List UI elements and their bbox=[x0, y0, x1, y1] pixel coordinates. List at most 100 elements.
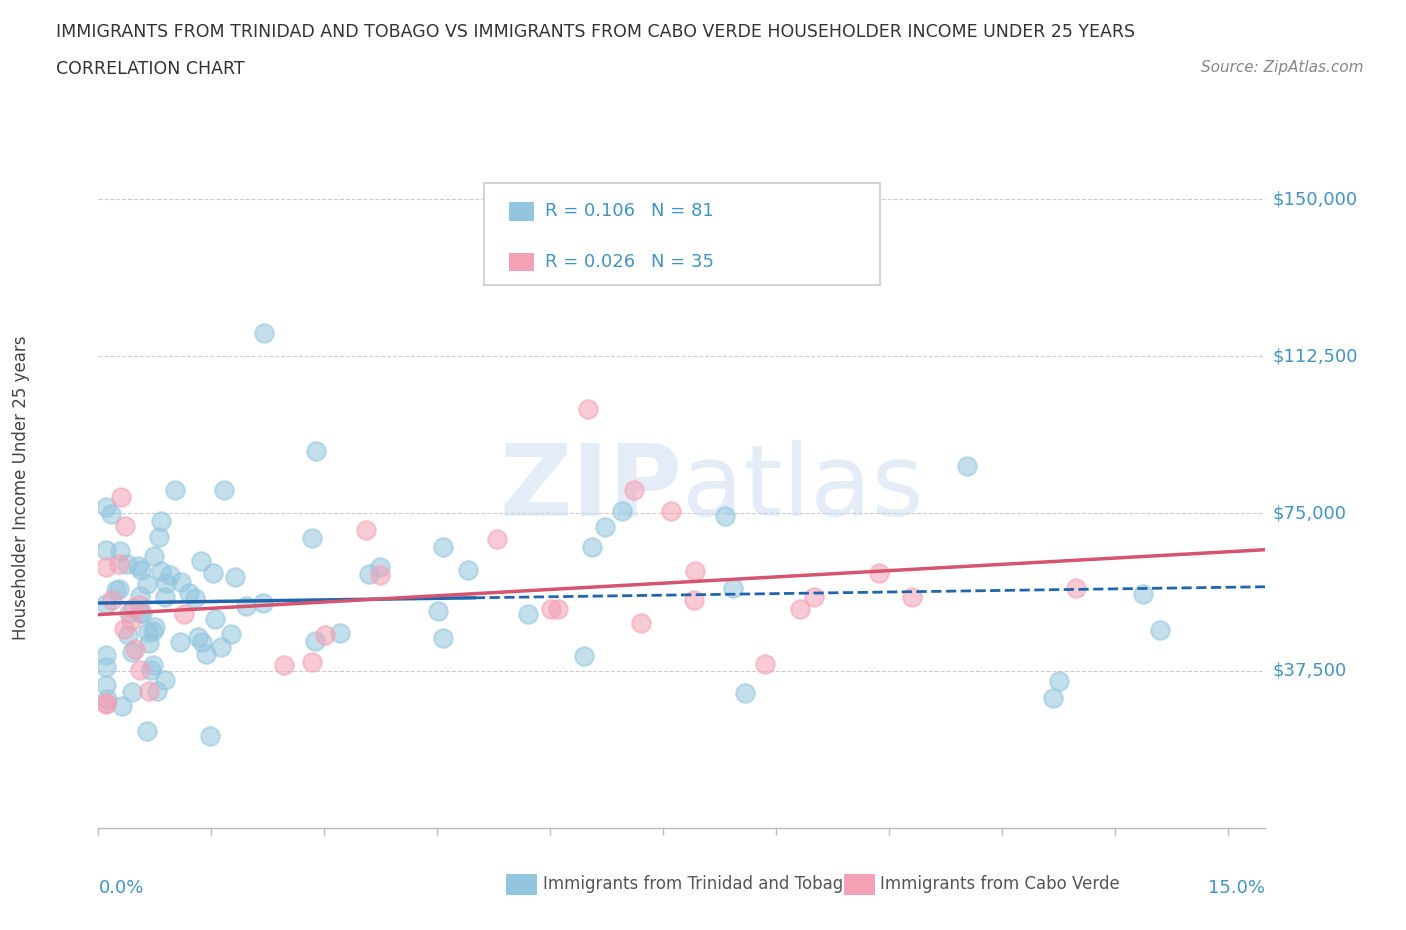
Point bbox=[301, 654, 323, 669]
Point bbox=[138, 635, 160, 650]
Point bbox=[94, 677, 117, 692]
Point bbox=[593, 520, 616, 535]
Point bbox=[136, 625, 159, 640]
Point bbox=[1149, 622, 1171, 637]
Point bbox=[623, 483, 645, 498]
Text: $112,500: $112,500 bbox=[1272, 347, 1358, 365]
Point bbox=[204, 612, 226, 627]
Point bbox=[714, 508, 737, 523]
Point bbox=[659, 504, 682, 519]
Point bbox=[370, 567, 392, 582]
Text: $150,000: $150,000 bbox=[1272, 190, 1358, 208]
Point bbox=[111, 698, 134, 713]
Point bbox=[115, 556, 138, 571]
Point bbox=[432, 631, 454, 645]
Point bbox=[359, 567, 381, 582]
Point bbox=[540, 602, 562, 617]
Point bbox=[127, 558, 149, 573]
Point bbox=[142, 548, 165, 563]
Point bbox=[354, 523, 377, 538]
Point bbox=[574, 648, 596, 663]
Point bbox=[212, 483, 235, 498]
Point bbox=[547, 602, 569, 617]
Point bbox=[121, 684, 143, 699]
Point bbox=[139, 662, 162, 677]
Point bbox=[630, 615, 652, 630]
Point bbox=[129, 563, 152, 578]
Point bbox=[121, 644, 143, 659]
Point bbox=[117, 628, 139, 643]
Point bbox=[128, 597, 150, 612]
Point bbox=[114, 519, 136, 534]
Point bbox=[734, 685, 756, 700]
Point bbox=[723, 580, 745, 595]
Point bbox=[150, 564, 173, 578]
Point bbox=[146, 684, 169, 698]
Text: ZIP: ZIP bbox=[499, 440, 682, 537]
Point bbox=[224, 570, 246, 585]
Point bbox=[120, 614, 142, 629]
Point bbox=[131, 606, 153, 621]
Text: Immigrants from Trinidad and Tobago: Immigrants from Trinidad and Tobago bbox=[543, 874, 853, 893]
Point bbox=[155, 590, 177, 604]
Point bbox=[485, 532, 508, 547]
Point bbox=[329, 626, 352, 641]
Text: 15.0%: 15.0% bbox=[1208, 879, 1265, 897]
Point bbox=[209, 640, 232, 655]
Point bbox=[195, 646, 218, 661]
Point bbox=[94, 499, 117, 514]
Text: Householder Income Under 25 years: Householder Income Under 25 years bbox=[13, 336, 30, 641]
Point bbox=[94, 596, 117, 611]
Point bbox=[190, 553, 212, 568]
Point bbox=[581, 539, 603, 554]
Point bbox=[110, 489, 132, 504]
Text: R = 0.106: R = 0.106 bbox=[546, 202, 636, 220]
Text: 0.0%: 0.0% bbox=[98, 879, 143, 897]
Point bbox=[94, 560, 117, 575]
Text: R = 0.026: R = 0.026 bbox=[546, 253, 636, 272]
Point bbox=[169, 634, 191, 649]
Point bbox=[124, 642, 146, 657]
Point bbox=[1132, 586, 1154, 601]
Point bbox=[122, 600, 145, 615]
Point bbox=[100, 506, 122, 521]
Point bbox=[1064, 581, 1087, 596]
Point bbox=[135, 724, 157, 738]
Point bbox=[304, 444, 326, 458]
Point bbox=[145, 619, 167, 634]
Point bbox=[173, 606, 195, 621]
Point bbox=[129, 606, 152, 621]
Point bbox=[301, 530, 323, 545]
Point bbox=[135, 577, 157, 591]
Text: atlas: atlas bbox=[682, 440, 924, 537]
Point bbox=[101, 593, 124, 608]
Point bbox=[368, 560, 391, 575]
Point bbox=[955, 458, 977, 473]
Point bbox=[432, 540, 454, 555]
Point bbox=[94, 542, 117, 557]
Point bbox=[184, 591, 207, 605]
Point bbox=[187, 630, 209, 644]
Point bbox=[105, 583, 128, 598]
Point bbox=[170, 575, 193, 590]
Point bbox=[155, 672, 177, 687]
Point bbox=[108, 543, 131, 558]
Point bbox=[803, 590, 825, 604]
Text: Source: ZipAtlas.com: Source: ZipAtlas.com bbox=[1201, 60, 1364, 75]
Point bbox=[576, 401, 599, 416]
Point bbox=[198, 728, 221, 743]
Point bbox=[683, 564, 706, 578]
Point bbox=[159, 567, 181, 582]
Text: $37,500: $37,500 bbox=[1272, 661, 1347, 680]
Point bbox=[165, 483, 187, 498]
Text: N = 35: N = 35 bbox=[651, 253, 714, 272]
Point bbox=[96, 692, 118, 707]
Point bbox=[128, 662, 150, 677]
Point bbox=[94, 660, 117, 675]
Point bbox=[516, 606, 538, 621]
Point bbox=[1047, 673, 1070, 688]
Point bbox=[235, 598, 257, 613]
Text: IMMIGRANTS FROM TRINIDAD AND TOBAGO VS IMMIGRANTS FROM CABO VERDE HOUSEHOLDER IN: IMMIGRANTS FROM TRINIDAD AND TOBAGO VS I… bbox=[56, 23, 1135, 41]
Point bbox=[900, 590, 922, 604]
Point bbox=[789, 601, 811, 616]
